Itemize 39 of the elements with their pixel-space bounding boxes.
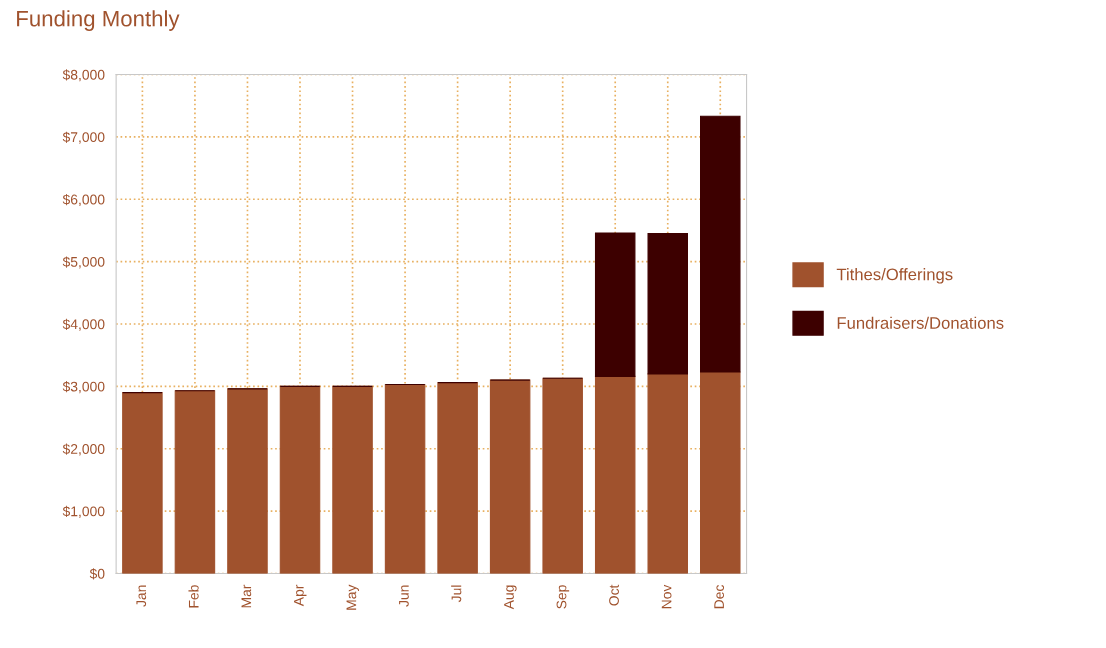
bar — [489, 379, 531, 574]
chart-title: Funding Monthly — [17, 10, 180, 31]
y-tick-label: $5,000 — [62, 256, 105, 269]
bar — [647, 233, 689, 375]
x-tick-label: Dec — [714, 584, 725, 609]
x-tick-label: Oct — [609, 584, 619, 606]
bar — [700, 115, 741, 373]
y-tick-label: $8,000 — [62, 69, 105, 82]
bar — [122, 392, 163, 574]
y-tick-label: $4,000 — [62, 318, 105, 331]
x-tick-label: Jul — [451, 585, 462, 603]
bar — [647, 373, 689, 574]
x-tick-label: Nov — [661, 584, 672, 609]
x-tick-label: Mar — [241, 584, 252, 608]
y-tick-label: $3,000 — [62, 381, 105, 394]
x-tick-label: Sep — [556, 585, 570, 609]
x-tick-label: Aug — [504, 585, 517, 610]
x-tick-label: May — [346, 584, 360, 610]
bar — [174, 390, 216, 574]
x-tick-label: Apr — [294, 584, 307, 607]
bar — [594, 232, 636, 377]
y-tick-label: $7,000 — [62, 131, 105, 144]
bar — [542, 377, 583, 574]
bar — [594, 375, 636, 574]
x-tick-label: Jun — [399, 585, 409, 607]
legend-label: Tithes/Offerings — [836, 268, 953, 284]
bar — [384, 383, 426, 574]
bar — [700, 371, 741, 574]
bar — [332, 385, 373, 574]
legend-label: Fundraisers/Donations — [837, 316, 1004, 329]
y-tick-label: $0 — [89, 568, 105, 580]
y-tick-label: $6,000 — [62, 194, 105, 207]
y-tick-label: $1,000 — [62, 505, 105, 518]
bar — [279, 385, 321, 574]
bar — [227, 388, 268, 574]
x-tick-label: Feb — [188, 585, 199, 608]
y-tick-label: $2,000 — [62, 443, 105, 456]
x-tick-label: Jan — [136, 585, 147, 607]
bar — [437, 382, 478, 574]
